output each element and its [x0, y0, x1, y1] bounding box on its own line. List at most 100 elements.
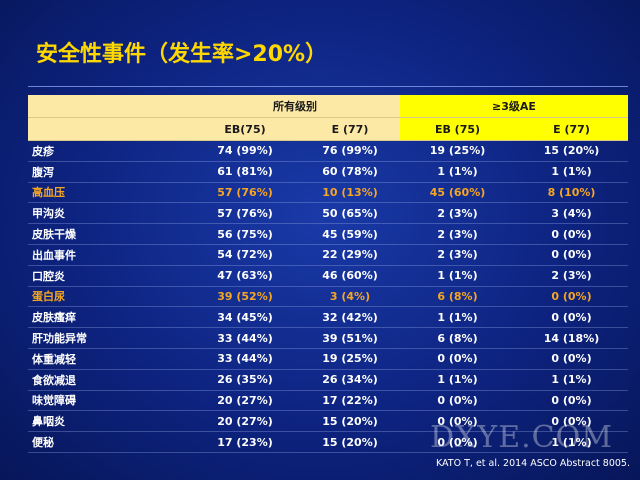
sub-header: E (77): [300, 117, 400, 141]
table-row: 高血压 57 (76%) 10 (13%) 45 (60%) 8 (10%): [28, 182, 628, 204]
row-label: 蛋白尿: [28, 286, 190, 308]
table-cell: 60 (78%): [300, 161, 400, 183]
table-cell: 1 (1%): [515, 369, 628, 391]
sub-header: EB(75): [190, 117, 300, 141]
table-cell: 45 (59%): [300, 223, 400, 245]
row-label: 食欲减退: [28, 369, 190, 391]
row-label: 甲沟炎: [28, 202, 190, 225]
table-cell: 39 (51%): [300, 327, 400, 349]
table-row: 皮肤瘙痒 34 (45%) 32 (42%) 1 (1%) 0 (0%): [28, 306, 628, 329]
table-cell: 2 (3%): [400, 244, 515, 266]
table-cell: 1 (1%): [400, 161, 515, 183]
table-cell: 15 (20%): [300, 410, 400, 433]
row-label: 高血压: [28, 182, 190, 204]
table-cell: 46 (60%): [300, 265, 400, 287]
group-header: 所有级别: [190, 95, 400, 118]
table-cell: 0 (0%): [400, 348, 515, 370]
row-label: 出血事件: [28, 244, 190, 266]
group-header-row: 所有级别 ≥3级AE: [28, 95, 628, 118]
table-cell: 8 (10%): [515, 182, 628, 204]
table-row: 皮疹 74 (99%) 76 (99%) 19 (25%) 15 (20%): [28, 140, 628, 162]
table-cell: 74 (99%): [190, 140, 300, 162]
table-cell: 57 (76%): [190, 182, 300, 204]
table-cell: 1 (1%): [515, 161, 628, 183]
table-cell: 19 (25%): [300, 348, 400, 370]
sub-header: EB (75): [400, 117, 515, 141]
table-cell: 10 (13%): [300, 182, 400, 204]
row-label: 口腔炎: [28, 265, 190, 287]
table-row: 蛋白尿 39 (52%) 3 (4%) 6 (8%) 0 (0%): [28, 286, 628, 308]
row-label: 肝功能异常: [28, 327, 190, 349]
table-row: 出血事件 54 (72%) 22 (29%) 2 (3%) 0 (0%): [28, 244, 628, 266]
table-cell: 2 (3%): [400, 223, 515, 245]
table-body: 所有级别 ≥3级AE EB(75) E (77) EB (75) E (77) 皮疹 74 (…: [28, 95, 628, 453]
table-cell: 76 (99%): [300, 140, 400, 162]
table-row: 便秘 17 (23%) 15 (20%) 0 (0%) 1 (1%): [28, 431, 628, 453]
table-row: 肝功能异常 33 (44%) 39 (51%) 6 (8%) 14 (18%): [28, 327, 628, 349]
sub-header-row: EB(75) E (77) EB (75) E (77): [28, 117, 628, 141]
table-cell: 0 (0%): [515, 244, 628, 266]
table-cell: 0 (0%): [515, 306, 628, 329]
table-cell: 0 (0%): [400, 390, 515, 412]
group-header: ≥3级AE: [400, 95, 628, 118]
table-cell: 3 (4%): [515, 202, 628, 225]
table-cell: 0 (0%): [400, 410, 515, 433]
title-rule: [28, 86, 628, 87]
watermark: DXYE.COM: [430, 420, 613, 455]
table-cell: 15 (20%): [300, 431, 400, 453]
table-row: 食欲减退 26 (35%) 26 (34%) 1 (1%) 1 (1%): [28, 369, 628, 391]
table-cell: 45 (60%): [400, 182, 515, 204]
table-row: 甲沟炎 57 (76%) 50 (65%) 2 (3%) 3 (4%): [28, 202, 628, 225]
row-label: 便秘: [28, 431, 190, 453]
sub-header: E (77): [515, 117, 628, 141]
row-label: 皮肤瘙痒: [28, 306, 190, 329]
table-cell: 39 (52%): [190, 286, 300, 308]
table-cell: 34 (45%): [190, 306, 300, 329]
table-row: 味觉障碍 20 (27%) 17 (22%) 0 (0%) 0 (0%): [28, 390, 628, 412]
table-cell: 0 (0%): [515, 286, 628, 308]
table-row: 腹泻 61 (81%) 60 (78%) 1 (1%) 1 (1%): [28, 161, 628, 183]
table-cell: 0 (0%): [515, 348, 628, 370]
slide-title: 安全性事件（发生率>20%）: [36, 42, 328, 67]
row-label: 体重减轻: [28, 348, 190, 370]
table-cell: 61 (81%): [190, 161, 300, 183]
table-cell: 1 (1%): [400, 369, 515, 391]
ae-table: 所有级别 ≥3级AE EB(75) E (77) EB (75) E (77) 皮疹 74 (…: [28, 95, 628, 453]
table-cell: 50 (65%): [300, 202, 400, 225]
table-cell: 56 (75%): [190, 223, 300, 245]
table-cell: 14 (18%): [515, 327, 628, 349]
footnote: KATO T, et al. 2014 ASCO Abstract 8005.: [435, 458, 630, 469]
table-row: 体重减轻 33 (44%) 19 (25%) 0 (0%) 0 (0%): [28, 348, 628, 370]
table-cell: 2 (3%): [400, 202, 515, 225]
table-cell: 0 (0%): [515, 410, 628, 433]
table-cell: 20 (27%): [190, 410, 300, 433]
table-cell: 1 (1%): [515, 431, 628, 453]
header-cell: [28, 95, 190, 118]
table-cell: 17 (22%): [300, 390, 400, 412]
table-cell: 26 (35%): [190, 369, 300, 391]
table-cell: 0 (0%): [515, 390, 628, 412]
row-label: 腹泻: [28, 161, 190, 183]
table-cell: 0 (0%): [400, 431, 515, 453]
table-cell: 26 (34%): [300, 369, 400, 391]
row-label: 皮疹: [28, 140, 190, 162]
table-row: 口腔炎 47 (63%) 46 (60%) 1 (1%) 2 (3%): [28, 265, 628, 287]
table-cell: 6 (8%): [400, 286, 515, 308]
table-cell: 3 (4%): [300, 286, 400, 308]
table-cell: 2 (3%): [515, 265, 628, 287]
table-cell: 15 (20%): [515, 140, 628, 162]
header-cell: [28, 117, 190, 141]
table-cell: 20 (27%): [190, 390, 300, 412]
row-label: 鼻咽炎: [28, 410, 190, 433]
table-cell: 54 (72%): [190, 244, 300, 266]
table-row: 皮肤干燥 56 (75%) 45 (59%) 2 (3%) 0 (0%): [28, 223, 628, 245]
table-row: 鼻咽炎 20 (27%) 15 (20%) 0 (0%) 0 (0%): [28, 410, 628, 433]
table-cell: 1 (1%): [400, 265, 515, 287]
table-cell: 19 (25%): [400, 140, 515, 162]
row-label: 皮肤干燥: [28, 223, 190, 245]
table-cell: 47 (63%): [190, 265, 300, 287]
table-cell: 32 (42%): [300, 306, 400, 329]
table-cell: 57 (76%): [190, 202, 300, 225]
table-cell: 6 (8%): [400, 327, 515, 349]
